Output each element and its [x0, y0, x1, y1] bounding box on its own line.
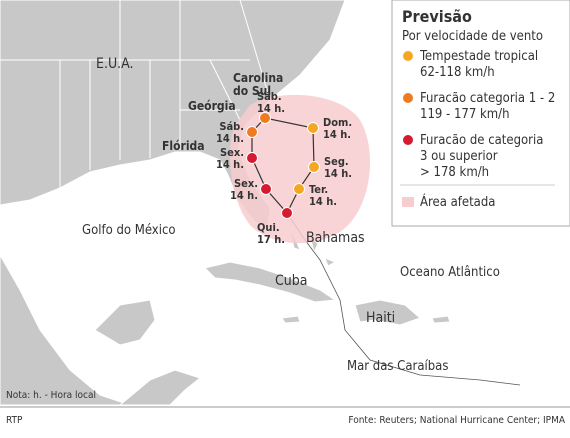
land	[0, 0, 451, 406]
track-time: 14 h.	[230, 189, 258, 202]
note: Nota: h. - Hora local	[6, 390, 96, 401]
track-day: Dom.	[323, 116, 352, 129]
track-label: Ter. 14 h.	[309, 183, 337, 208]
legend-label: Furacão categoria 1 - 2	[420, 91, 555, 106]
place: Carolina do Sul	[233, 71, 283, 98]
legend-title: Previsão	[402, 7, 472, 26]
place: Cuba	[275, 273, 308, 289]
track-time: 14 h.	[323, 128, 351, 141]
track-day: Sáb.	[219, 120, 244, 133]
track-point	[307, 122, 319, 134]
place: Golfo do México	[82, 223, 176, 238]
place: Oceano Atlântico	[400, 265, 500, 280]
area-swatch	[402, 197, 414, 207]
track-point	[246, 126, 258, 138]
track-point	[260, 183, 272, 195]
place: Bahamas	[306, 230, 365, 246]
legend-label: Furacão de categoria	[420, 133, 543, 148]
legend-label: 119 - 177 km/h	[420, 107, 510, 122]
track-day: Sáb.	[257, 90, 282, 103]
track-label: Dom. 14 h.	[323, 116, 352, 141]
place: Mar das Caraíbas	[347, 359, 448, 374]
track-point	[293, 183, 305, 195]
legend-box	[391, 0, 570, 227]
track-label: Sáb. 14 h.	[216, 120, 244, 145]
source: Fonte: Reuters; National Hurricane Cente…	[348, 415, 565, 426]
track-time: 14 h.	[309, 195, 337, 208]
legend-subtitle: Por velocidade de vento	[402, 29, 543, 44]
legend-dot	[403, 51, 413, 61]
track-point	[246, 152, 258, 164]
legend-label: 3 ou superior	[420, 149, 498, 164]
legend: Previsão Por velocidade de vento Tempest…	[391, 0, 570, 227]
track-day: Sex.	[234, 177, 258, 190]
place-labels: E.U.A. Carolina do Sul Geórgia Flórida Go…	[82, 56, 500, 374]
track-day: Qui.	[257, 221, 280, 234]
track-time: 17 h.	[257, 233, 285, 246]
place: Geórgia	[188, 99, 236, 113]
legend-label: > 178 km/h	[420, 165, 489, 180]
legend-label: 62-118 km/h	[420, 65, 495, 80]
track-points: Qui. 17 h.Sex. 14 h.Sex. 14 h.Sáb. 14 h.Sáb.…	[216, 90, 352, 246]
track-point	[259, 112, 271, 124]
legend-dot	[403, 135, 413, 145]
past-track	[286, 212, 521, 386]
legend-dot	[403, 93, 413, 103]
track-label: Sex. 14 h.	[230, 177, 258, 202]
track-day: Seg.	[324, 155, 349, 168]
track-point	[308, 161, 320, 173]
area-label: Área afetada	[420, 194, 495, 210]
track-time: 14 h.	[216, 132, 244, 145]
track-label: Sex. 14 h.	[216, 146, 244, 171]
track-label: Seg. 14 h.	[324, 155, 352, 180]
track-label: Sáb. 14 h.	[257, 90, 285, 115]
track-day: Ter.	[309, 183, 328, 196]
place: Haiti	[366, 310, 395, 326]
track-label: Qui. 17 h.	[257, 221, 285, 246]
affected-area	[230, 94, 371, 244]
track-time: 14 h.	[324, 167, 352, 180]
track-day: Sex.	[220, 146, 244, 159]
credit: RTP	[6, 415, 23, 426]
place: E.U.A.	[96, 56, 134, 72]
place: Flórida	[162, 139, 205, 153]
track-time: 14 h.	[216, 158, 244, 171]
track-point	[281, 207, 293, 219]
track-time: 14 h.	[257, 102, 285, 115]
legend-label: Tempestade tropical	[419, 49, 538, 64]
